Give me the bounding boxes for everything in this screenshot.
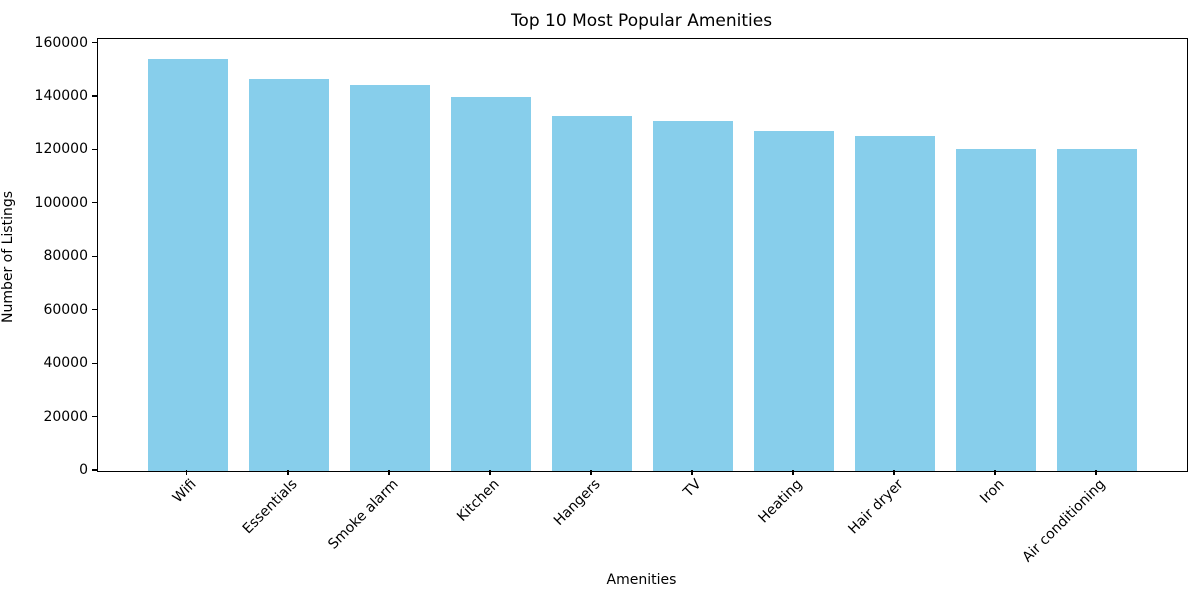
y-tick-label: 0 xyxy=(79,462,88,478)
y-tick-label: 120000 xyxy=(34,141,88,158)
x-tick-mark xyxy=(590,470,592,475)
y-tick-label: 100000 xyxy=(34,194,88,211)
x-tick-mark xyxy=(792,470,794,475)
x-tick-mark xyxy=(388,470,390,475)
bar-tv xyxy=(652,121,734,471)
y-tick-label: 20000 xyxy=(43,408,88,425)
x-tick-mark xyxy=(691,470,693,475)
x-tick-mark xyxy=(186,470,188,475)
x-axis-label: Amenities xyxy=(606,572,677,588)
bar-hair-dryer xyxy=(854,136,936,471)
y-tick-mark xyxy=(92,469,97,471)
x-tick-mark xyxy=(994,470,996,475)
x-tick-mark xyxy=(287,470,289,475)
x-tick-mark xyxy=(893,470,895,475)
bar-hangers xyxy=(551,116,633,471)
y-tick-mark xyxy=(92,309,97,311)
y-tick-mark xyxy=(92,148,97,150)
bar-iron xyxy=(955,148,1037,471)
bar-essentials xyxy=(248,78,330,471)
y-tick-label: 160000 xyxy=(34,34,88,51)
y-tick-label: 40000 xyxy=(43,355,88,372)
plot-area xyxy=(97,38,1188,472)
y-tick-label: 80000 xyxy=(43,248,88,265)
y-tick-mark xyxy=(92,362,97,364)
x-tick-mark xyxy=(1095,470,1097,475)
bar-smoke-alarm xyxy=(349,84,431,471)
y-tick-mark xyxy=(92,255,97,257)
y-tick-mark xyxy=(92,95,97,97)
y-tick-mark xyxy=(92,41,97,44)
bar-heating xyxy=(753,130,835,471)
y-tick-label: 60000 xyxy=(43,301,88,318)
bar-kitchen xyxy=(450,96,532,471)
x-tick-mark xyxy=(489,470,491,475)
y-tick-mark xyxy=(92,415,97,418)
y-tick-mark xyxy=(92,202,97,204)
bar-air-conditioning xyxy=(1056,149,1138,471)
bar-wifi xyxy=(147,58,229,471)
y-tick-label: 140000 xyxy=(34,87,88,104)
chart-title: Top 10 Most Popular Amenities xyxy=(510,11,773,31)
